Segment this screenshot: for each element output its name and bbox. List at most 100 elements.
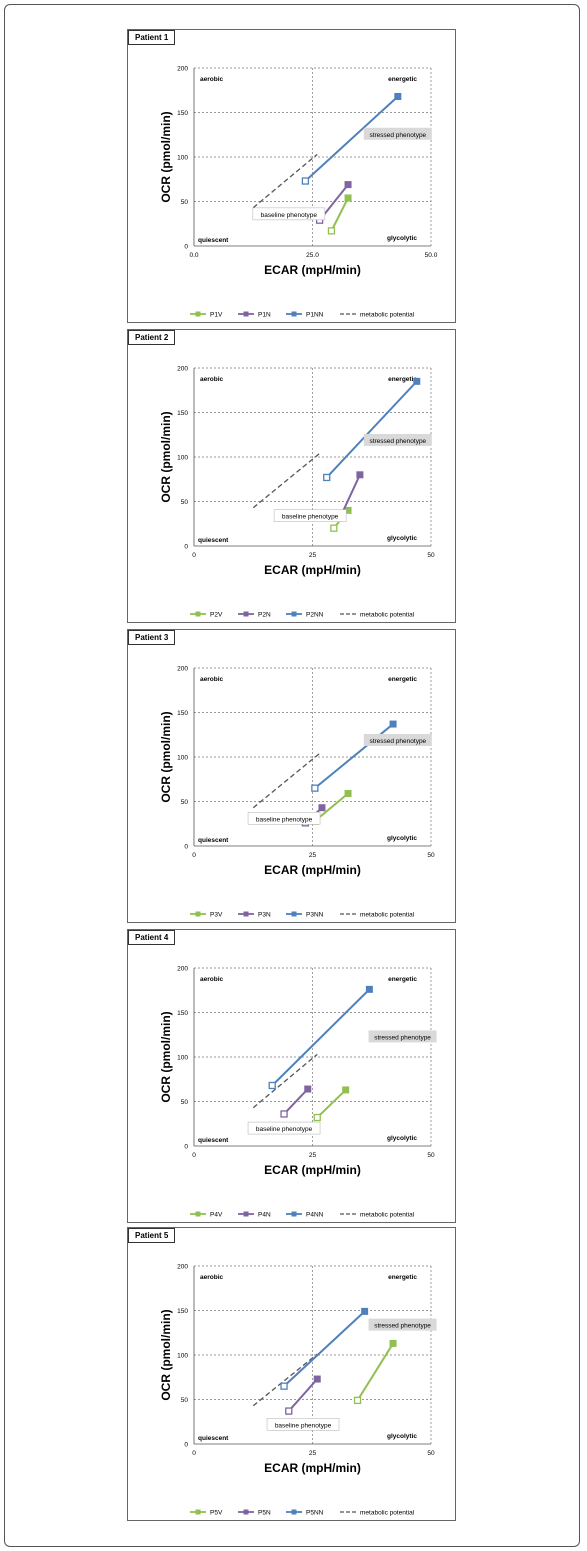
- quadrant-label-aerobic: aerobic: [200, 76, 224, 83]
- x-tick-label: 0: [192, 1450, 196, 1457]
- patient-panel-3: Patient 3 0 50 100 150 200 0 25 50 ECAR (mpH/min…: [127, 629, 456, 923]
- point-baseline-P4NN: [268, 1081, 276, 1090]
- quadrant-label-energetic: energetic: [388, 976, 417, 983]
- series-line-P2N: [340, 474, 361, 517]
- stressed-phenotype-box: [368, 1318, 437, 1331]
- stressed-phenotype-box: [363, 433, 432, 446]
- legend-label: metabolic potential: [360, 612, 415, 619]
- point-baseline-P4V: [313, 1113, 321, 1122]
- y-axis-label: OCR (pmol/min): [159, 711, 173, 802]
- x-axis-label: ECAR (mpH/min): [264, 863, 361, 877]
- point-stressed-P1N: [344, 181, 352, 189]
- point-baseline-P1NN: [301, 177, 310, 185]
- metabolic-potential-line: [252, 153, 318, 209]
- y-tick-label: 200: [177, 1264, 188, 1271]
- x-tick-label: 0: [192, 1152, 196, 1159]
- legend-label: P1N: [258, 312, 271, 319]
- x-axis-label: ECAR (mpH/min): [264, 563, 361, 577]
- point-stressed-P3V: [344, 789, 352, 797]
- legend-label: metabolic potential: [360, 312, 415, 319]
- y-tick-label: 50: [181, 199, 189, 206]
- x-tick-label: 50.0: [425, 252, 438, 259]
- baseline-phenotype-label: baseline phenotype: [256, 1126, 313, 1133]
- point-baseline-P5V: [353, 1396, 362, 1405]
- point-stressed-P1V: [344, 194, 352, 202]
- legend-label: metabolic potential: [360, 1212, 415, 1219]
- x-axis-label: ECAR (mpH/min): [264, 1163, 361, 1177]
- point-baseline-P3NN: [311, 784, 319, 792]
- legend-marker: [195, 911, 201, 917]
- quadrant-label-quiescent: quiescent: [198, 1435, 229, 1442]
- x-tick-label: 25: [309, 552, 317, 559]
- point-stressed-P4NN: [365, 985, 373, 993]
- series-line-P4V: [316, 1089, 347, 1119]
- x-axis-label: ECAR (mpH/min): [264, 1461, 361, 1475]
- point-baseline-P5N: [285, 1407, 293, 1415]
- quadrant-label-aerobic: aerobic: [200, 1274, 224, 1281]
- patient-panel-2: Patient 2 0 50 100 150 200 0 25 50 ECAR (mpH/min…: [127, 329, 456, 623]
- legend-label: P5N: [258, 1510, 271, 1517]
- baseline-phenotype-box: [266, 1418, 340, 1431]
- quadrant-label-glycolytic: glycolytic: [387, 235, 417, 242]
- quadrant-label-energetic: energetic: [388, 1274, 417, 1281]
- point-stressed-P5V: [389, 1339, 397, 1347]
- series-line-P5N: [288, 1378, 318, 1412]
- x-tick-label: 0.0: [189, 252, 198, 259]
- stressed-phenotype-label: stressed phenotype: [369, 438, 426, 445]
- panel-title: Patient 2: [128, 330, 176, 345]
- stressed-phenotype-box: [363, 127, 432, 140]
- chart-svg: 0 50 100 150 200 0 25 50 ECAR (mpH/min) OCR (pmol…: [159, 666, 435, 919]
- series-line-P1NN: [304, 95, 399, 182]
- point-baseline-P4N: [280, 1110, 288, 1118]
- x-tick-label: 50: [427, 852, 435, 859]
- quadrant-label-quiescent: quiescent: [198, 1137, 229, 1144]
- series-line-P3NN: [314, 723, 394, 789]
- legend-marker: [291, 311, 297, 317]
- legend-label: P4NN: [306, 1212, 324, 1219]
- point-stressed-P2NN: [413, 377, 421, 385]
- y-tick-label: 200: [177, 66, 188, 73]
- point-stressed-P3N: [318, 804, 326, 812]
- legend-marker: [291, 911, 297, 917]
- point-stressed-P5NN: [361, 1307, 369, 1315]
- point-stressed-P3NN: [389, 720, 397, 728]
- quadrant-label-aerobic: aerobic: [200, 976, 224, 983]
- baseline-phenotype-box: [247, 812, 321, 825]
- legend-label: P3N: [258, 912, 271, 919]
- y-tick-label: 200: [177, 966, 188, 973]
- legend-label: P3NN: [306, 912, 324, 919]
- quadrant-label-aerobic: aerobic: [200, 676, 224, 683]
- y-tick-label: 100: [177, 455, 188, 462]
- point-baseline-P1V: [327, 227, 336, 235]
- point-baseline-P5NN: [280, 1382, 288, 1390]
- series-line-P4N: [283, 1088, 309, 1115]
- legend-label: P4N: [258, 1212, 271, 1219]
- baseline-phenotype-box: [273, 509, 347, 522]
- quadrant-label-glycolytic: glycolytic: [387, 835, 417, 842]
- baseline-phenotype-box: [252, 207, 326, 221]
- legend-marker: [195, 1211, 201, 1217]
- stressed-phenotype-box: [363, 733, 432, 746]
- legend-label: metabolic potential: [360, 1510, 415, 1517]
- legend-label: P5NN: [306, 1510, 324, 1517]
- legend-label: P3V: [210, 912, 223, 919]
- x-tick-label: 0: [192, 552, 196, 559]
- legend-marker: [291, 1509, 297, 1515]
- point-stressed-P4N: [304, 1085, 312, 1093]
- baseline-phenotype-label: baseline phenotype: [275, 1422, 332, 1429]
- baseline-phenotype-label: baseline phenotype: [261, 212, 318, 219]
- y-tick-label: 0: [184, 544, 188, 551]
- quadrant-label-glycolytic: glycolytic: [387, 1135, 417, 1142]
- chart-svg: 0 50 100 150 200 0.0 25.0 50.0 ECAR (mpH/min) OCR…: [159, 66, 438, 319]
- legend-label: metabolic potential: [360, 912, 415, 919]
- chart-svg: 0 50 100 150 200 0 25 50 ECAR (mpH/min) OCR (pmol…: [159, 1264, 437, 1517]
- legend-marker: [195, 611, 201, 617]
- x-tick-label: 25.0: [306, 252, 319, 259]
- series-line-P5V: [356, 1342, 394, 1401]
- y-tick-label: 50: [181, 1397, 189, 1404]
- patient-panel-1: Patient 1 0 50 100 150 200 0.0 25.0 50.0 ECAR (m…: [127, 29, 456, 323]
- series-line-P5NN: [283, 1310, 366, 1387]
- metabolic-potential-line: [252, 1053, 318, 1109]
- metabolic-potential-line: [252, 1353, 318, 1407]
- metabolic-potential-line: [252, 452, 321, 509]
